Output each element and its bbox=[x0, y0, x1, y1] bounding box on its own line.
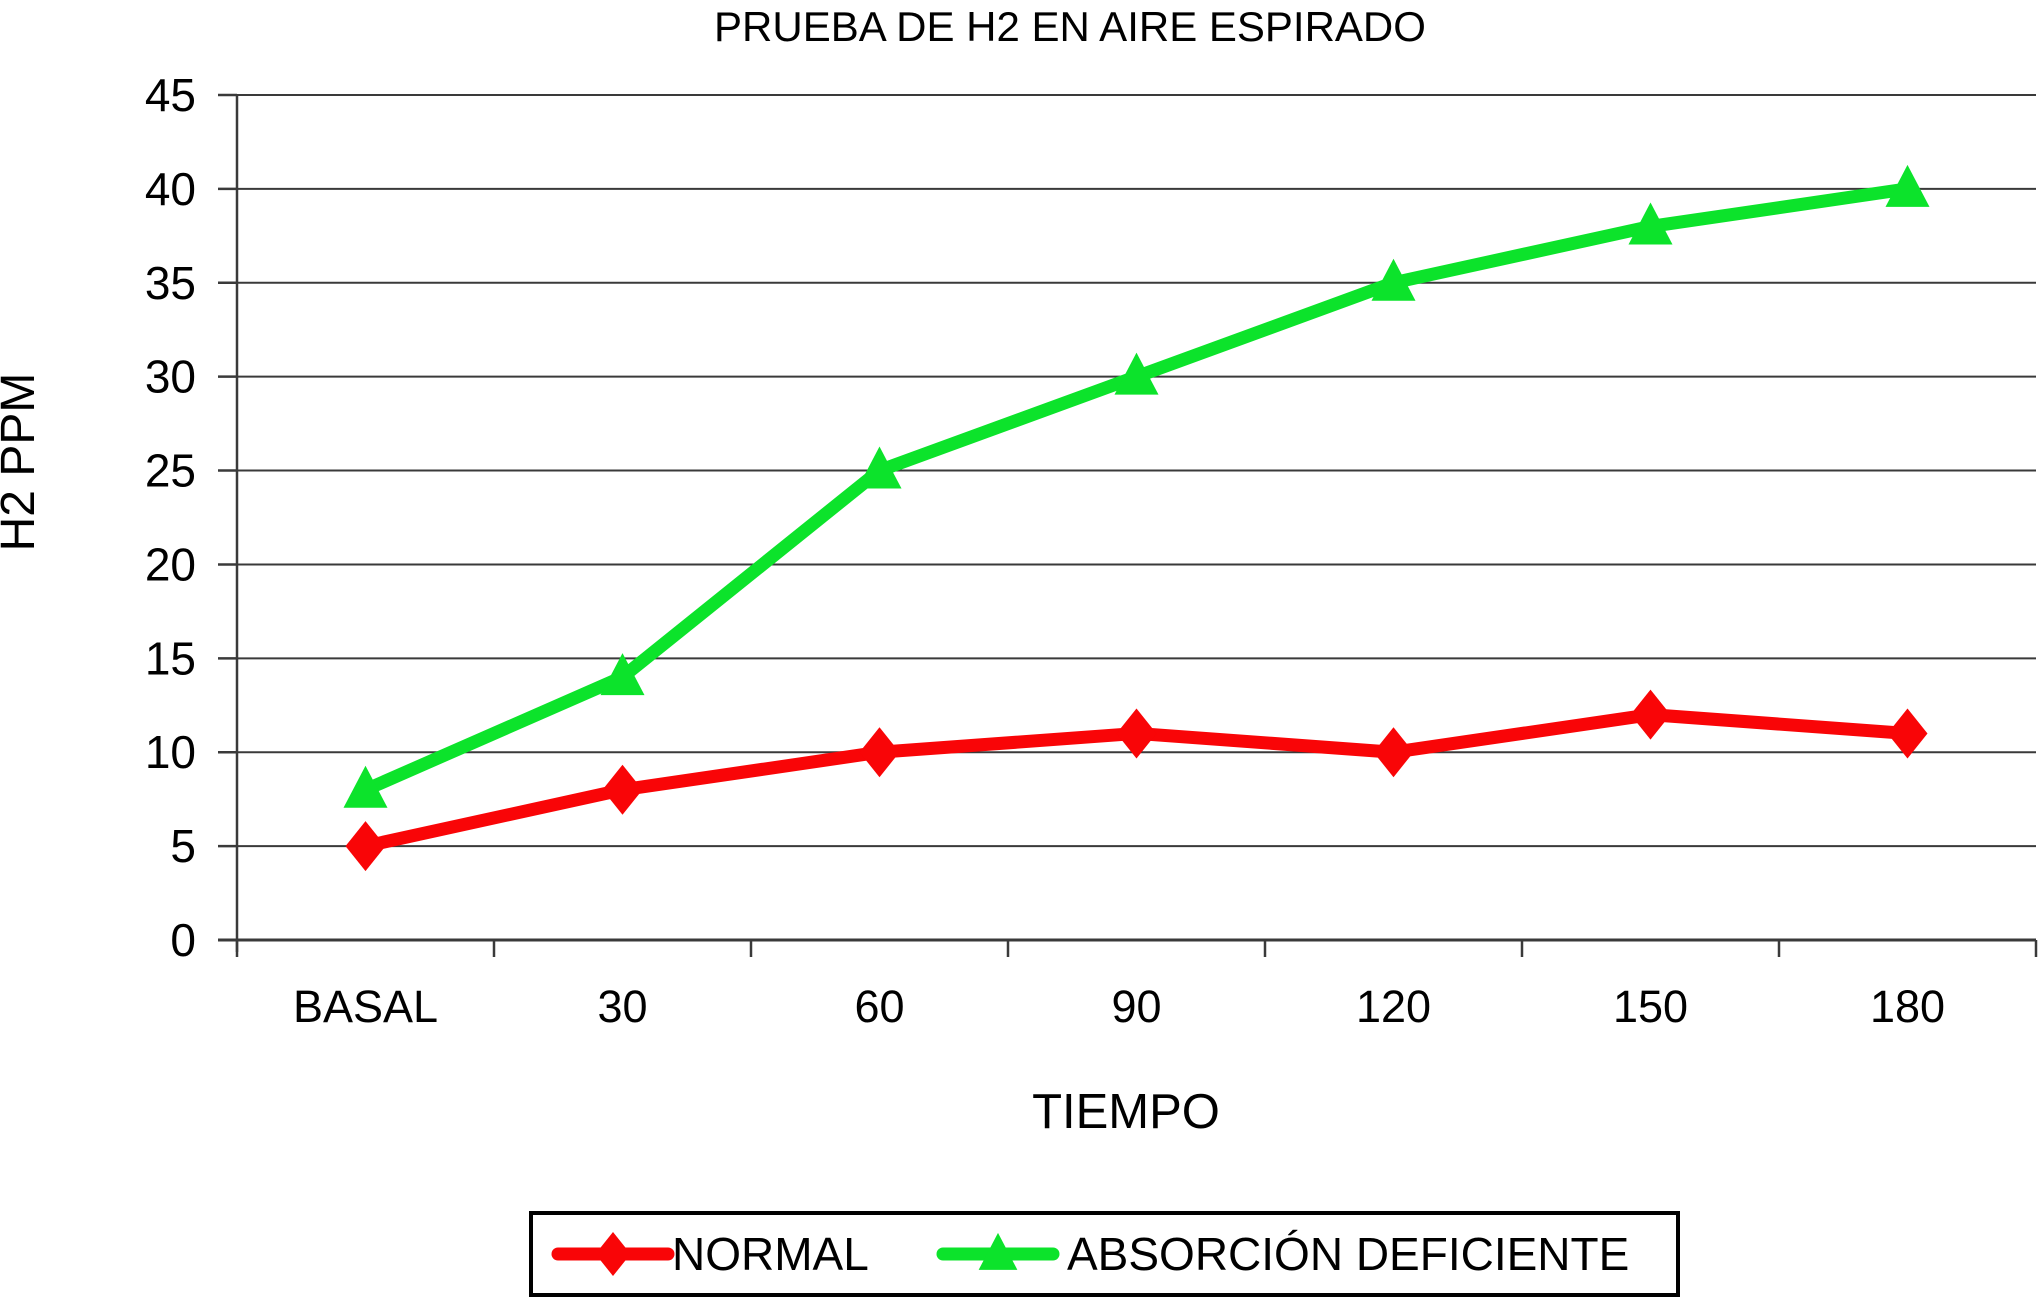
category-label: 30 bbox=[597, 981, 647, 1032]
y-tick-label: 30 bbox=[145, 351, 196, 403]
y-tick-label: 45 bbox=[145, 69, 196, 121]
y-tick-label: 0 bbox=[170, 914, 196, 966]
category-label: 150 bbox=[1613, 981, 1688, 1032]
x-axis-title: TIEMPO bbox=[1032, 1085, 1220, 1139]
series-diamond bbox=[345, 689, 1928, 872]
y-tick-label: 10 bbox=[145, 726, 196, 778]
y-tick-label: 40 bbox=[145, 163, 196, 215]
category-label: 120 bbox=[1356, 981, 1431, 1032]
legend-marker-absorcion-deficiente bbox=[936, 1232, 1060, 1270]
legend-box bbox=[529, 1211, 1680, 1297]
legend-label-normal: NORMAL bbox=[672, 1228, 869, 1280]
legend-marker-normal bbox=[551, 1232, 675, 1276]
category-label: 180 bbox=[1870, 981, 1945, 1032]
data-point-marker bbox=[345, 821, 386, 872]
data-point-marker bbox=[1887, 708, 1928, 759]
category-label: 90 bbox=[1111, 981, 1161, 1032]
legend-label-absorcion-deficiente: ABSORCIÓN DEFICIENTE bbox=[1067, 1228, 1629, 1280]
x-axis-category-labels: BASAL 30 60 90 120 150 180 bbox=[293, 981, 1945, 1032]
data-point-marker bbox=[595, 1232, 631, 1276]
data-point-marker bbox=[1114, 352, 1159, 395]
data-point-marker bbox=[1371, 258, 1416, 301]
data-point-marker bbox=[602, 764, 643, 815]
axes bbox=[218, 95, 2036, 952]
data-point-marker bbox=[343, 765, 388, 808]
y-axis-title: H2 PPM bbox=[0, 373, 45, 552]
data-point-marker bbox=[600, 653, 645, 696]
y-tick-label: 20 bbox=[145, 538, 196, 590]
data-point-marker bbox=[859, 727, 900, 778]
data-point-marker bbox=[1885, 164, 1930, 207]
category-label: 60 bbox=[854, 981, 904, 1032]
y-tick-label: 5 bbox=[170, 820, 196, 872]
legend: NORMAL ABSORCIÓN DEFICIENTE bbox=[529, 1211, 1680, 1297]
data-point-marker bbox=[1628, 202, 1673, 245]
chart-title: PRUEBA DE H2 EN AIRE ESPIRADO bbox=[714, 3, 1426, 50]
data-point-marker bbox=[1116, 708, 1157, 759]
y-tick-label: 15 bbox=[145, 632, 196, 684]
data-series bbox=[343, 164, 1930, 872]
y-tick-label: 35 bbox=[145, 257, 196, 309]
x-axis-ticks bbox=[235, 940, 2038, 957]
data-point-marker bbox=[1630, 689, 1671, 740]
data-point-marker bbox=[1373, 727, 1414, 778]
series-line bbox=[359, 182, 1914, 797]
y-axis-ticks bbox=[218, 93, 237, 942]
data-point-marker bbox=[978, 1232, 1018, 1270]
data-point-marker bbox=[857, 446, 902, 489]
y-axis-tick-labels: 0 5 10 15 20 25 30 35 40 45 bbox=[145, 69, 196, 966]
y-tick-label: 25 bbox=[145, 445, 196, 497]
category-label: BASAL bbox=[293, 981, 438, 1032]
series-triangle bbox=[343, 164, 1930, 808]
